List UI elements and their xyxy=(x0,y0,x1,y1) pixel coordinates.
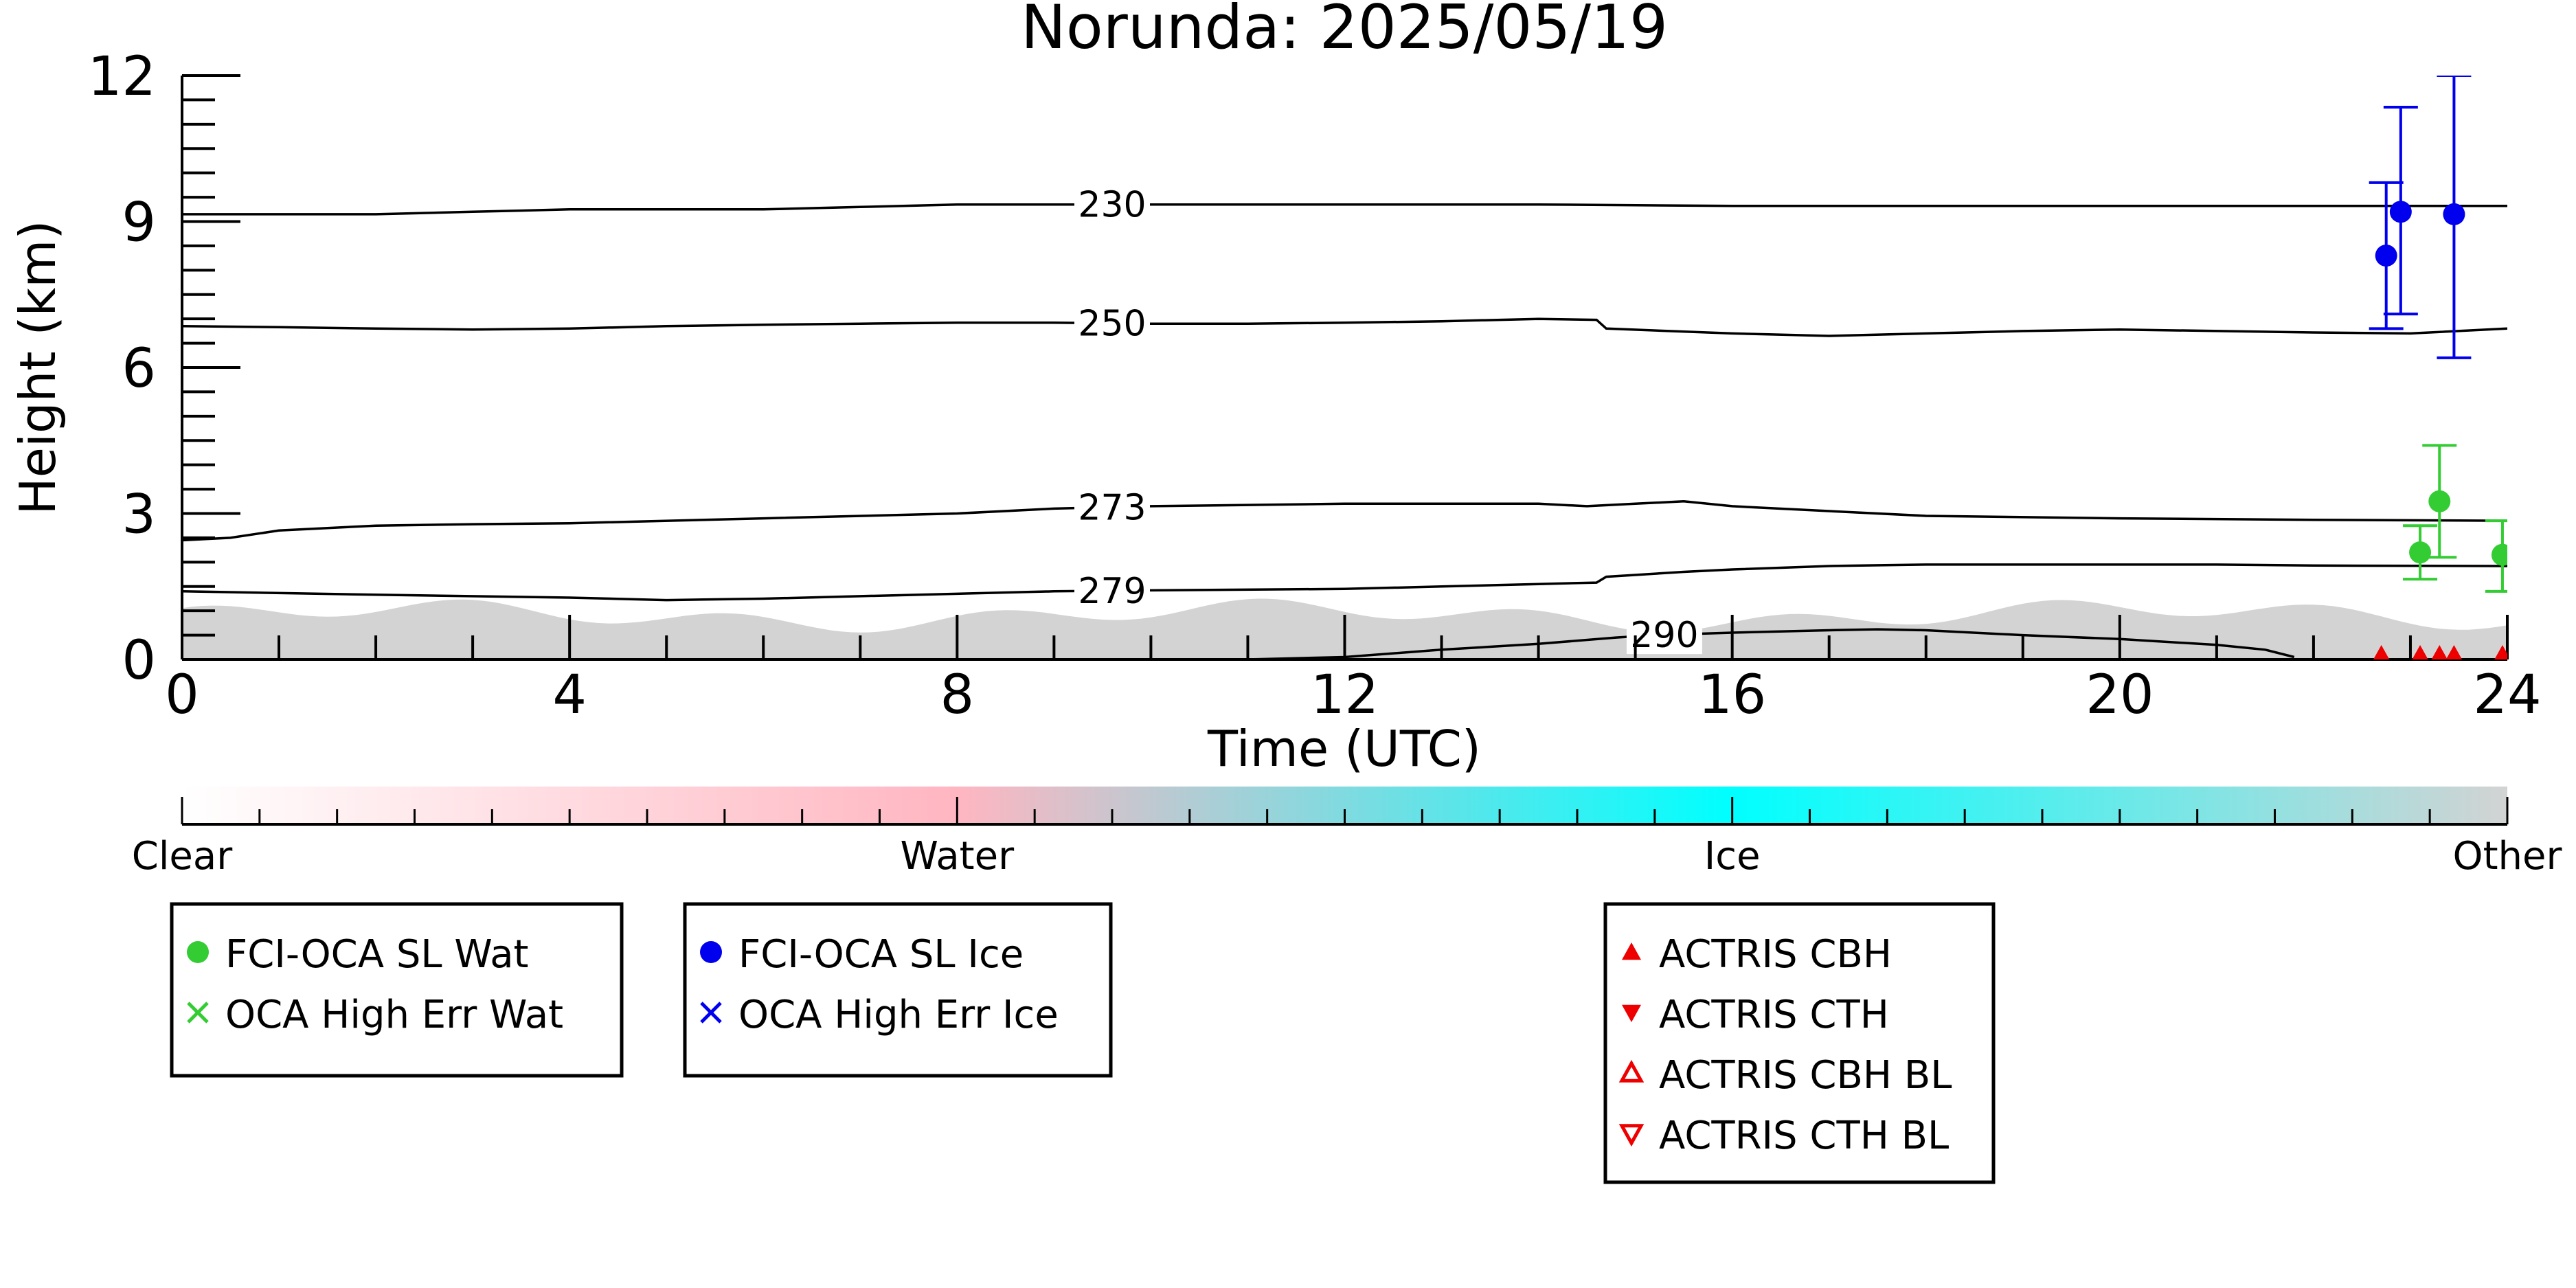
legend-marker-3 xyxy=(700,1002,722,1024)
series-4-point-1 xyxy=(2412,645,2428,659)
series-2-point-0 xyxy=(2375,245,2397,267)
legend-frame-2 xyxy=(1603,902,1996,1184)
legend-box-2: ACTRIS CBH ACTRIS CTH ACTRIS CBH BL ACTRIS … xyxy=(1603,902,1996,1184)
legend-marker-1 xyxy=(187,1002,209,1024)
legend-marker-4 xyxy=(1622,942,1641,960)
legend-marker-6 xyxy=(1618,1059,1645,1083)
chart-title: Norunda: 2025/05/19 xyxy=(1021,0,1668,63)
series-0-point-0 xyxy=(2409,541,2432,564)
contour-line-290 xyxy=(1247,628,2295,659)
legend-marker-7 xyxy=(1618,1124,1645,1147)
category-colorbar: Clear Water Ice Other xyxy=(132,787,2562,879)
contour-line-279 xyxy=(182,563,2507,602)
colorbar-label-ice: Ice xyxy=(1704,834,1761,879)
legend-marker-5 xyxy=(1622,1004,1641,1022)
colorbar-label-water: Water xyxy=(901,834,1015,879)
contour-label-bg-279 xyxy=(1074,571,1150,610)
legend-label-1: OCA High Err Wat xyxy=(225,993,563,1037)
series-4-point-4 xyxy=(2494,645,2507,659)
x-tick-label: 16 xyxy=(1698,664,1766,726)
x-tick-label: 12 xyxy=(1311,664,1379,726)
legend-marker-0 xyxy=(187,941,209,963)
legend-frame-1 xyxy=(683,902,1113,1078)
contour-label-bg-273 xyxy=(1074,488,1150,527)
legend-box-1: FCI-OCA SL Ice OCA High Err Ice xyxy=(683,902,1113,1078)
x-axis-label: Time (UTC) xyxy=(1207,720,1481,778)
y-tick-label: 6 xyxy=(122,338,156,400)
contour-label-230: 230 xyxy=(1078,185,1146,226)
colorbar-label-other: Other xyxy=(2452,834,2562,879)
series-0-point-1 xyxy=(2428,490,2451,512)
series-2-point-1 xyxy=(2389,201,2412,223)
legend-label-2: FCI-OCA SL Ice xyxy=(738,932,1024,977)
series-0-point-2 xyxy=(2491,543,2507,566)
contour-label-bg-250 xyxy=(1074,304,1150,343)
x-tick-label: 0 xyxy=(165,664,199,726)
series-4-point-2 xyxy=(2431,645,2448,659)
legend-label-6: ACTRIS CBH BL xyxy=(1659,1053,1952,1098)
contour-label-250: 250 xyxy=(1078,304,1146,345)
x-tick-label: 24 xyxy=(2473,664,2541,726)
legend-frame-0 xyxy=(170,902,624,1078)
y-axis-label: Height (km) xyxy=(9,221,67,515)
contour-line-230 xyxy=(182,203,2507,216)
series-2-point-2 xyxy=(2443,203,2465,225)
x-tick-label: 8 xyxy=(940,664,975,726)
contour-label-290: 290 xyxy=(1630,615,1698,656)
series-4-point-3 xyxy=(2445,645,2463,659)
legend-label-0: FCI-OCA SL Wat xyxy=(225,932,529,977)
contour-line-250 xyxy=(182,317,2507,337)
data-series xyxy=(2369,76,2507,659)
colorbar-label-clear: Clear xyxy=(132,834,233,879)
legend-marker-1-stroke-b xyxy=(187,1002,209,1024)
contour-label-bg-230 xyxy=(1074,185,1150,224)
x-tick-label: 20 xyxy=(2086,664,2154,726)
legend-marker-2 xyxy=(700,941,722,963)
legend-box-0: FCI-OCA SL Wat OCA High Err Wat xyxy=(170,902,624,1078)
y-tick-label: 12 xyxy=(88,46,156,108)
x-tick-label: 4 xyxy=(552,664,587,726)
legend-label-5: ACTRIS CTH xyxy=(1659,993,1889,1037)
contour-label-273: 273 xyxy=(1078,487,1146,528)
series-4-point-0 xyxy=(2373,645,2390,659)
legend-label-4: ACTRIS CBH xyxy=(1659,932,1892,977)
legend-label-3: OCA High Err Ice xyxy=(738,993,1059,1037)
contour-label-279: 279 xyxy=(1078,571,1146,612)
contour-line-273 xyxy=(182,500,2507,542)
temperature-contours xyxy=(182,203,2507,659)
legend-label-7: ACTRIS CTH BL xyxy=(1659,1114,1949,1158)
legend-marker-3-stroke-b xyxy=(700,1002,722,1024)
y-tick-label: 3 xyxy=(122,484,156,546)
contour-labels: 230 250 273 279 290 xyxy=(1074,185,1702,656)
axes: 0 3 6 9 12 0 4 8 12 16 20 24 xyxy=(88,46,2542,726)
y-tick-label: 0 xyxy=(122,630,156,692)
contour-label-bg-290 xyxy=(1626,615,1702,655)
y-tick-label: 9 xyxy=(122,192,156,254)
